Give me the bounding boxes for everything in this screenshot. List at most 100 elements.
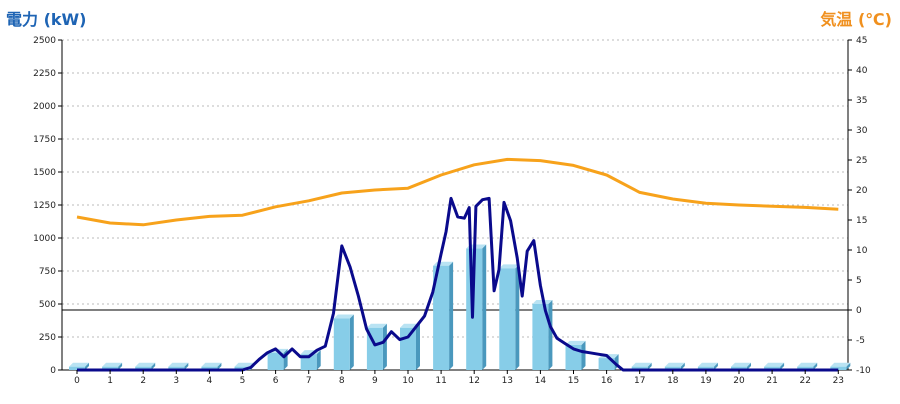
- bar: [69, 362, 89, 370]
- bar-front: [234, 366, 251, 370]
- bar-side: [647, 362, 652, 370]
- bar: [631, 362, 652, 370]
- bar-top: [631, 362, 652, 367]
- left-tick-label: 2000: [33, 102, 56, 112]
- x-tick-label: 1: [107, 376, 113, 386]
- x-tick-label: 11: [435, 376, 446, 386]
- right-tick-label: -5: [856, 336, 865, 346]
- power-layer: [77, 196, 839, 372]
- bar-front: [830, 366, 847, 370]
- x-tick-label: 6: [273, 376, 279, 386]
- bar: [731, 362, 751, 370]
- x-tick-label: 22: [799, 376, 810, 386]
- bar: [697, 362, 718, 370]
- right-tick-label: -10: [856, 366, 871, 376]
- bar: [664, 362, 685, 370]
- right-tick-label: 30: [856, 126, 868, 136]
- bar-front: [135, 366, 152, 370]
- right-tick-label: 45: [856, 36, 867, 46]
- left-tick-label: 0: [50, 366, 56, 376]
- x-tick-label: 16: [601, 376, 613, 386]
- bar-side: [151, 362, 156, 370]
- bar: [366, 323, 387, 370]
- left-tick-label: 1250: [33, 201, 56, 211]
- left-tick-label: 1500: [33, 168, 56, 178]
- bar-front: [69, 366, 85, 370]
- bar-front: [532, 304, 549, 370]
- bar-side: [780, 362, 785, 370]
- bar: [300, 350, 321, 370]
- x-tick-label: 9: [372, 376, 378, 386]
- bar: [433, 261, 454, 370]
- bar-front: [797, 366, 814, 370]
- x-tick-label: 14: [535, 376, 547, 386]
- bar-front: [598, 358, 615, 370]
- bar-top: [102, 362, 123, 367]
- bar-top: [69, 362, 89, 367]
- temperature-layer: [76, 157, 839, 227]
- right-tick-label: 20: [856, 186, 868, 196]
- bar-front: [697, 366, 714, 370]
- bar-front: [168, 366, 185, 370]
- x-tick-label: 17: [634, 376, 645, 386]
- ticks-layer: 02505007501000125015001750200022502500-1…: [33, 36, 871, 386]
- bar-side: [449, 261, 454, 370]
- bar-top: [797, 362, 818, 367]
- x-tick-label: 20: [733, 376, 745, 386]
- right-tick-label: 35: [856, 96, 867, 106]
- bar-side: [846, 362, 851, 370]
- bar-side: [382, 323, 387, 370]
- bar-front: [433, 265, 450, 370]
- bar-top: [830, 362, 851, 367]
- right-tick-label: 10: [856, 246, 868, 256]
- bar-side: [416, 323, 420, 370]
- bar-top: [201, 362, 222, 367]
- bar-side: [515, 264, 520, 370]
- bar-side: [482, 244, 487, 370]
- bar-front: [102, 366, 119, 370]
- bar: [764, 362, 785, 370]
- bar-top: [366, 323, 387, 328]
- bar: [400, 323, 420, 370]
- x-tick-label: 5: [240, 376, 246, 386]
- x-tick-label: 7: [306, 376, 312, 386]
- bar-top: [565, 340, 586, 345]
- left-tick-label: 500: [39, 300, 56, 310]
- bar-top: [664, 362, 685, 367]
- temperature-line: [76, 157, 839, 227]
- bar: [168, 362, 189, 370]
- x-tick-label: 0: [74, 376, 80, 386]
- x-tick-label: 10: [402, 376, 414, 386]
- bar: [135, 362, 156, 370]
- power-line: [77, 196, 839, 372]
- left-tick-label: 750: [39, 267, 56, 277]
- x-tick-label: 18: [667, 376, 679, 386]
- bar-top: [135, 362, 156, 367]
- bar-side: [184, 362, 189, 370]
- bar-top: [234, 362, 255, 367]
- bar-top: [499, 264, 520, 269]
- bar-side: [85, 362, 89, 370]
- bar-side: [548, 300, 553, 370]
- bar-side: [217, 362, 222, 370]
- left-tick-label: 2500: [33, 36, 56, 46]
- bar-front: [499, 268, 516, 370]
- left-tick-label: 1000: [33, 234, 56, 244]
- bar-top: [697, 362, 718, 367]
- left-tick-label: 1750: [33, 135, 56, 145]
- bar: [201, 362, 222, 370]
- bar-top: [764, 362, 785, 367]
- bar-side: [316, 350, 321, 370]
- bar-front: [764, 366, 781, 370]
- x-tick-label: 4: [207, 376, 213, 386]
- bar-side: [713, 362, 718, 370]
- bar-side: [349, 314, 354, 370]
- right-tick-label: 5: [856, 276, 862, 286]
- x-tick-label: 12: [468, 376, 479, 386]
- bar-side: [118, 362, 123, 370]
- x-tick-label: 19: [700, 376, 712, 386]
- bar-side: [581, 340, 586, 370]
- bar-front: [267, 352, 284, 370]
